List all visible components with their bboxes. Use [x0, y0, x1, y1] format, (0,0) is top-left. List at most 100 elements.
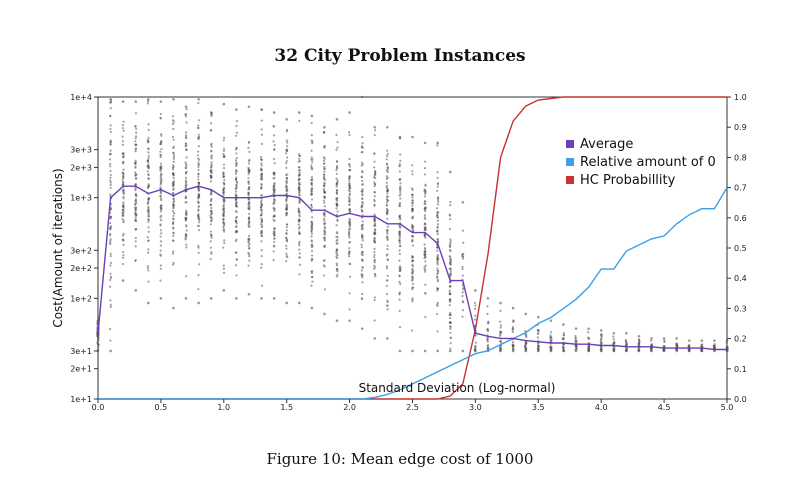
scatter-point	[209, 297, 213, 300]
scatter-point	[247, 216, 250, 220]
scatter-point	[134, 199, 138, 202]
scatter-point	[247, 241, 250, 244]
scatter-point	[411, 349, 414, 353]
scatter-point	[360, 243, 363, 246]
scatter-point	[247, 173, 250, 176]
scatter-point	[209, 122, 213, 125]
scatter-point	[423, 195, 427, 198]
scatter-point	[210, 206, 213, 210]
scatter-point	[575, 344, 578, 347]
scatter-point	[448, 214, 452, 217]
scatter-point	[386, 163, 389, 166]
scatter-point	[197, 209, 200, 213]
scatter-point	[222, 228, 225, 231]
scatter-point	[171, 168, 175, 171]
scatter-point	[461, 308, 465, 312]
scatter-point	[398, 326, 402, 329]
scatter-point	[336, 210, 339, 213]
x-tick-label: 5.0	[721, 403, 734, 412]
y-tick-label: 3e+2	[70, 246, 92, 255]
scatter-point	[171, 192, 175, 195]
scatter-point	[285, 252, 288, 255]
scatter-point	[247, 201, 250, 204]
scatter-point	[209, 258, 212, 261]
scatter-point	[461, 315, 464, 318]
scatter-point	[196, 154, 200, 157]
scatter-point	[600, 346, 603, 349]
scatter-point	[185, 201, 188, 204]
scatter-point	[147, 128, 150, 132]
scatter-point	[398, 203, 401, 206]
scatter-point	[247, 244, 250, 247]
scatter-point	[461, 253, 464, 256]
scatter-point	[386, 304, 389, 307]
scatter-point	[110, 216, 113, 219]
scatter-point	[134, 143, 137, 146]
scatter-point	[310, 188, 314, 191]
scatter-point	[197, 133, 200, 136]
scatter-point	[260, 213, 263, 216]
scatter-point	[562, 331, 565, 335]
scatter-point	[374, 228, 377, 231]
scatter-point	[222, 193, 225, 196]
scatter-point	[435, 276, 439, 279]
scatter-point	[235, 159, 238, 162]
scatter-point	[185, 180, 188, 183]
scatter-point	[122, 168, 125, 171]
scatter-point	[424, 217, 427, 221]
scatter-point	[386, 199, 389, 202]
scatter-point	[109, 142, 112, 146]
scatter-point	[310, 244, 313, 247]
scatter-point	[209, 143, 213, 146]
scatter-point	[285, 232, 288, 235]
scatter-point	[247, 194, 250, 197]
scatter-point	[109, 107, 112, 110]
scatter-point	[436, 210, 439, 214]
scatter-point	[385, 204, 388, 207]
scatter-point	[461, 200, 465, 204]
scatter-point	[374, 183, 377, 186]
scatter-point	[297, 191, 301, 194]
scatter-point	[297, 111, 301, 114]
scatter-point	[537, 349, 540, 353]
scatter-point	[273, 209, 276, 212]
scatter-point	[310, 158, 313, 161]
scatter-point	[348, 225, 351, 228]
scatter-point	[361, 161, 364, 164]
scatter-point	[197, 189, 200, 192]
scatter-point	[687, 349, 691, 353]
scatter-point	[549, 349, 553, 353]
scatter-point	[285, 198, 288, 201]
x-tick-label: 3.5	[532, 403, 545, 412]
scatter-point	[322, 156, 326, 159]
scatter-point	[109, 149, 112, 152]
scatter-point	[323, 231, 327, 234]
scatter-point	[122, 219, 125, 222]
scatter-point	[146, 186, 150, 189]
scatter-point	[223, 224, 226, 227]
y2-tick-label: 1.0	[734, 93, 747, 102]
y2-tick-label: 0.2	[734, 335, 747, 344]
scatter-point	[260, 128, 263, 131]
scatter-point	[159, 197, 163, 200]
scatter-point	[121, 161, 124, 164]
scatter-point	[600, 336, 603, 339]
scatter-point	[159, 174, 162, 177]
figure-caption: Figure 10: Mean edge cost of 1000	[266, 450, 534, 468]
scatter-point	[209, 129, 212, 132]
scatter-point	[171, 210, 175, 213]
scatter-point	[335, 231, 339, 234]
scatter-point	[160, 177, 163, 180]
scatter-point	[373, 224, 376, 227]
scatter-point	[373, 253, 376, 257]
scatter-point	[185, 144, 188, 147]
scatter-point	[361, 135, 364, 139]
scatter-point	[248, 259, 251, 262]
scatter-point	[374, 129, 377, 132]
scatter-point	[411, 256, 414, 259]
scatter-point	[298, 218, 301, 222]
scatter-point	[348, 157, 351, 161]
scatter-point	[663, 340, 666, 344]
scatter-point	[134, 228, 137, 231]
scatter-point	[562, 345, 565, 348]
